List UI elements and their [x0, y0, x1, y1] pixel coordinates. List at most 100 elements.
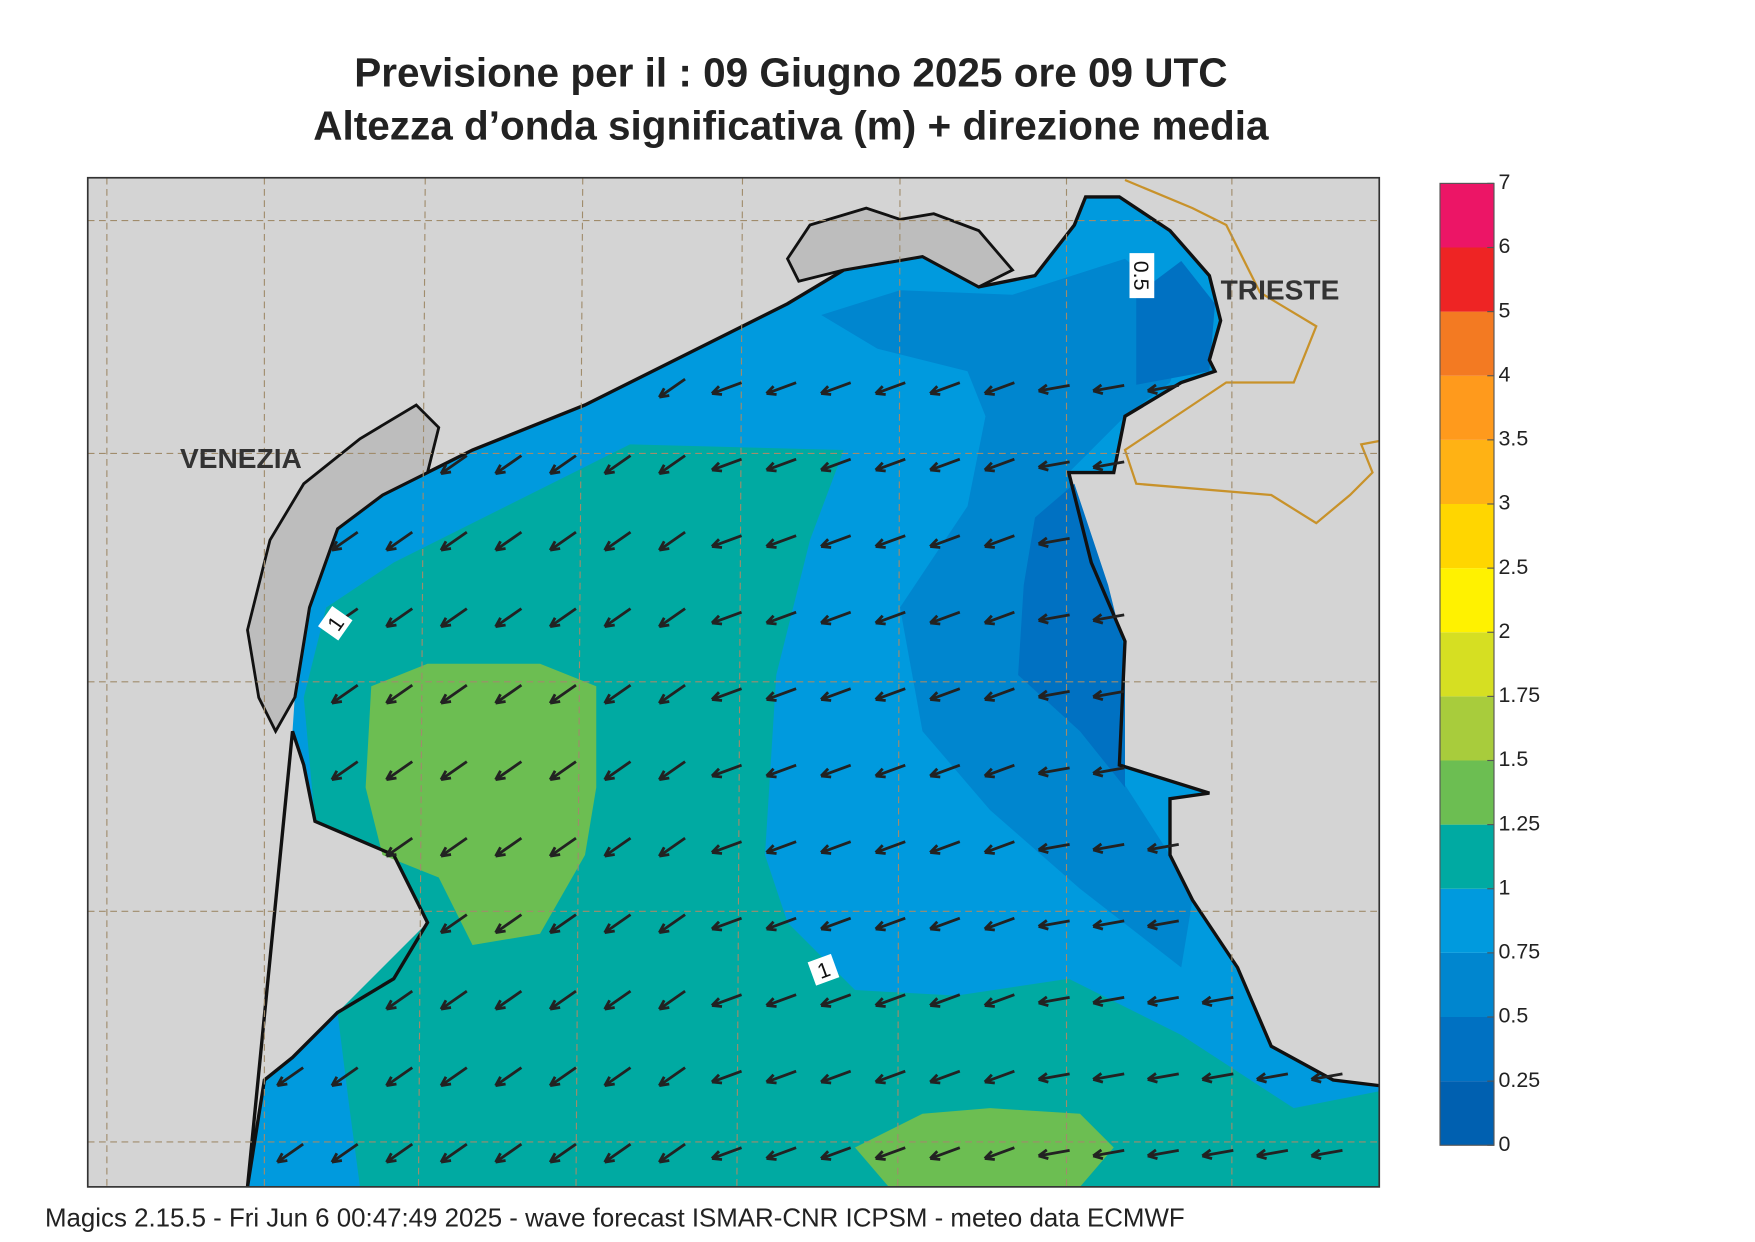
- arrow: [603, 1066, 632, 1088]
- arrow: [603, 454, 632, 476]
- sea-1-25-1-5: [855, 1108, 1114, 1187]
- colorbar-band: [1440, 1017, 1494, 1082]
- arrow: [1037, 689, 1070, 701]
- colorbar-label: 7: [1499, 170, 1511, 194]
- arrow: [983, 916, 1015, 932]
- sea-1-25-1-5: [365, 663, 597, 945]
- map-frame: [86, 176, 1381, 1188]
- arrow: [1310, 1148, 1343, 1160]
- arrow: [276, 1066, 304, 1088]
- arrow: [983, 993, 1015, 1008]
- arrow: [765, 1069, 797, 1085]
- colorbar-band: [1440, 375, 1494, 440]
- arrow: [929, 687, 961, 702]
- arrow: [820, 993, 852, 1008]
- arrow: [658, 607, 686, 629]
- arrow: [1092, 842, 1125, 854]
- arrow: [439, 760, 468, 782]
- arrow: [1037, 842, 1070, 854]
- arrow: [439, 1066, 468, 1088]
- arrow: [494, 683, 523, 705]
- graticule: [87, 177, 1380, 1187]
- arrow: [330, 1066, 359, 1088]
- arrow: [603, 989, 632, 1011]
- arrow: [1092, 383, 1125, 395]
- arrow: [1201, 995, 1234, 1007]
- arrow: [820, 687, 852, 702]
- arrow: [603, 530, 632, 552]
- arrow: [330, 1142, 359, 1164]
- arrow: [548, 989, 577, 1011]
- arrow: [548, 607, 577, 629]
- arrow: [929, 534, 961, 549]
- arrow: [439, 530, 468, 552]
- arrow: [1037, 995, 1070, 1007]
- colorbar-label: 0.75: [1499, 940, 1541, 964]
- arrow: [820, 840, 852, 855]
- arrow: [929, 610, 961, 626]
- arrow: [1146, 1148, 1180, 1160]
- arrow: [1146, 383, 1180, 395]
- arrow: [1037, 766, 1070, 778]
- arrow: [820, 1146, 852, 1161]
- arrow: [330, 683, 359, 705]
- arrow: [820, 534, 852, 549]
- arrow: [929, 1069, 961, 1085]
- colorbar-label: 4: [1499, 362, 1511, 386]
- arrow: [874, 840, 906, 855]
- arrow: [603, 913, 632, 935]
- arrow: [658, 454, 686, 476]
- arrow: [385, 607, 414, 629]
- arrow: [658, 760, 686, 782]
- arrow: [874, 763, 906, 779]
- arrow: [658, 683, 686, 705]
- colorbar-frame: [1439, 182, 1495, 1146]
- arrow: [710, 457, 743, 473]
- arrow: [765, 457, 797, 473]
- arrow: [1092, 766, 1125, 778]
- colorbar-band: [1440, 696, 1494, 761]
- colorbar-band: [1440, 632, 1494, 697]
- arrow: [276, 1142, 304, 1164]
- colorbar-band: [1440, 888, 1494, 953]
- arrow: [1256, 1072, 1289, 1084]
- arrow: [765, 916, 797, 932]
- arrow: [548, 913, 577, 935]
- arrow: [765, 381, 797, 396]
- arrow: [548, 760, 577, 782]
- colorbar-label: 1.5: [1499, 747, 1529, 771]
- arrow: [385, 683, 414, 705]
- arrow: [658, 989, 686, 1011]
- arrow: [710, 916, 743, 932]
- arrow: [820, 381, 852, 396]
- arrow: [494, 1142, 523, 1164]
- arrow: [710, 534, 743, 549]
- arrow: [710, 1146, 743, 1161]
- arrow: [1037, 536, 1070, 548]
- colorbar-label: 6: [1499, 234, 1511, 258]
- colorbar-label: 2.5: [1499, 555, 1529, 579]
- arrow: [929, 1146, 961, 1161]
- arrow: [494, 760, 523, 782]
- arrow: [1201, 1148, 1234, 1160]
- arrow: [1037, 1072, 1070, 1084]
- arrow: [983, 1069, 1015, 1085]
- arrow: [494, 989, 523, 1011]
- border: [1123, 178, 1380, 525]
- footer: Magics 2.15.5 - Fri Jun 6 00:47:49 2025 …: [45, 1204, 1185, 1232]
- colorbar-label: 0.25: [1499, 1068, 1541, 1092]
- arrow: [1310, 1072, 1343, 1084]
- arrow: [548, 530, 577, 552]
- arrow: [874, 993, 906, 1008]
- arrow: [1037, 383, 1070, 395]
- colorbar-label: 1.75: [1499, 683, 1541, 707]
- arrow: [820, 457, 852, 473]
- arrow: [494, 454, 523, 476]
- arrow: [1037, 1148, 1070, 1160]
- colorbar-band: [1440, 824, 1494, 889]
- arrow: [983, 457, 1015, 473]
- arrow: [1146, 995, 1180, 1007]
- colorbar-band: [1440, 247, 1494, 312]
- arrow: [765, 763, 797, 779]
- arrow: [494, 1066, 523, 1088]
